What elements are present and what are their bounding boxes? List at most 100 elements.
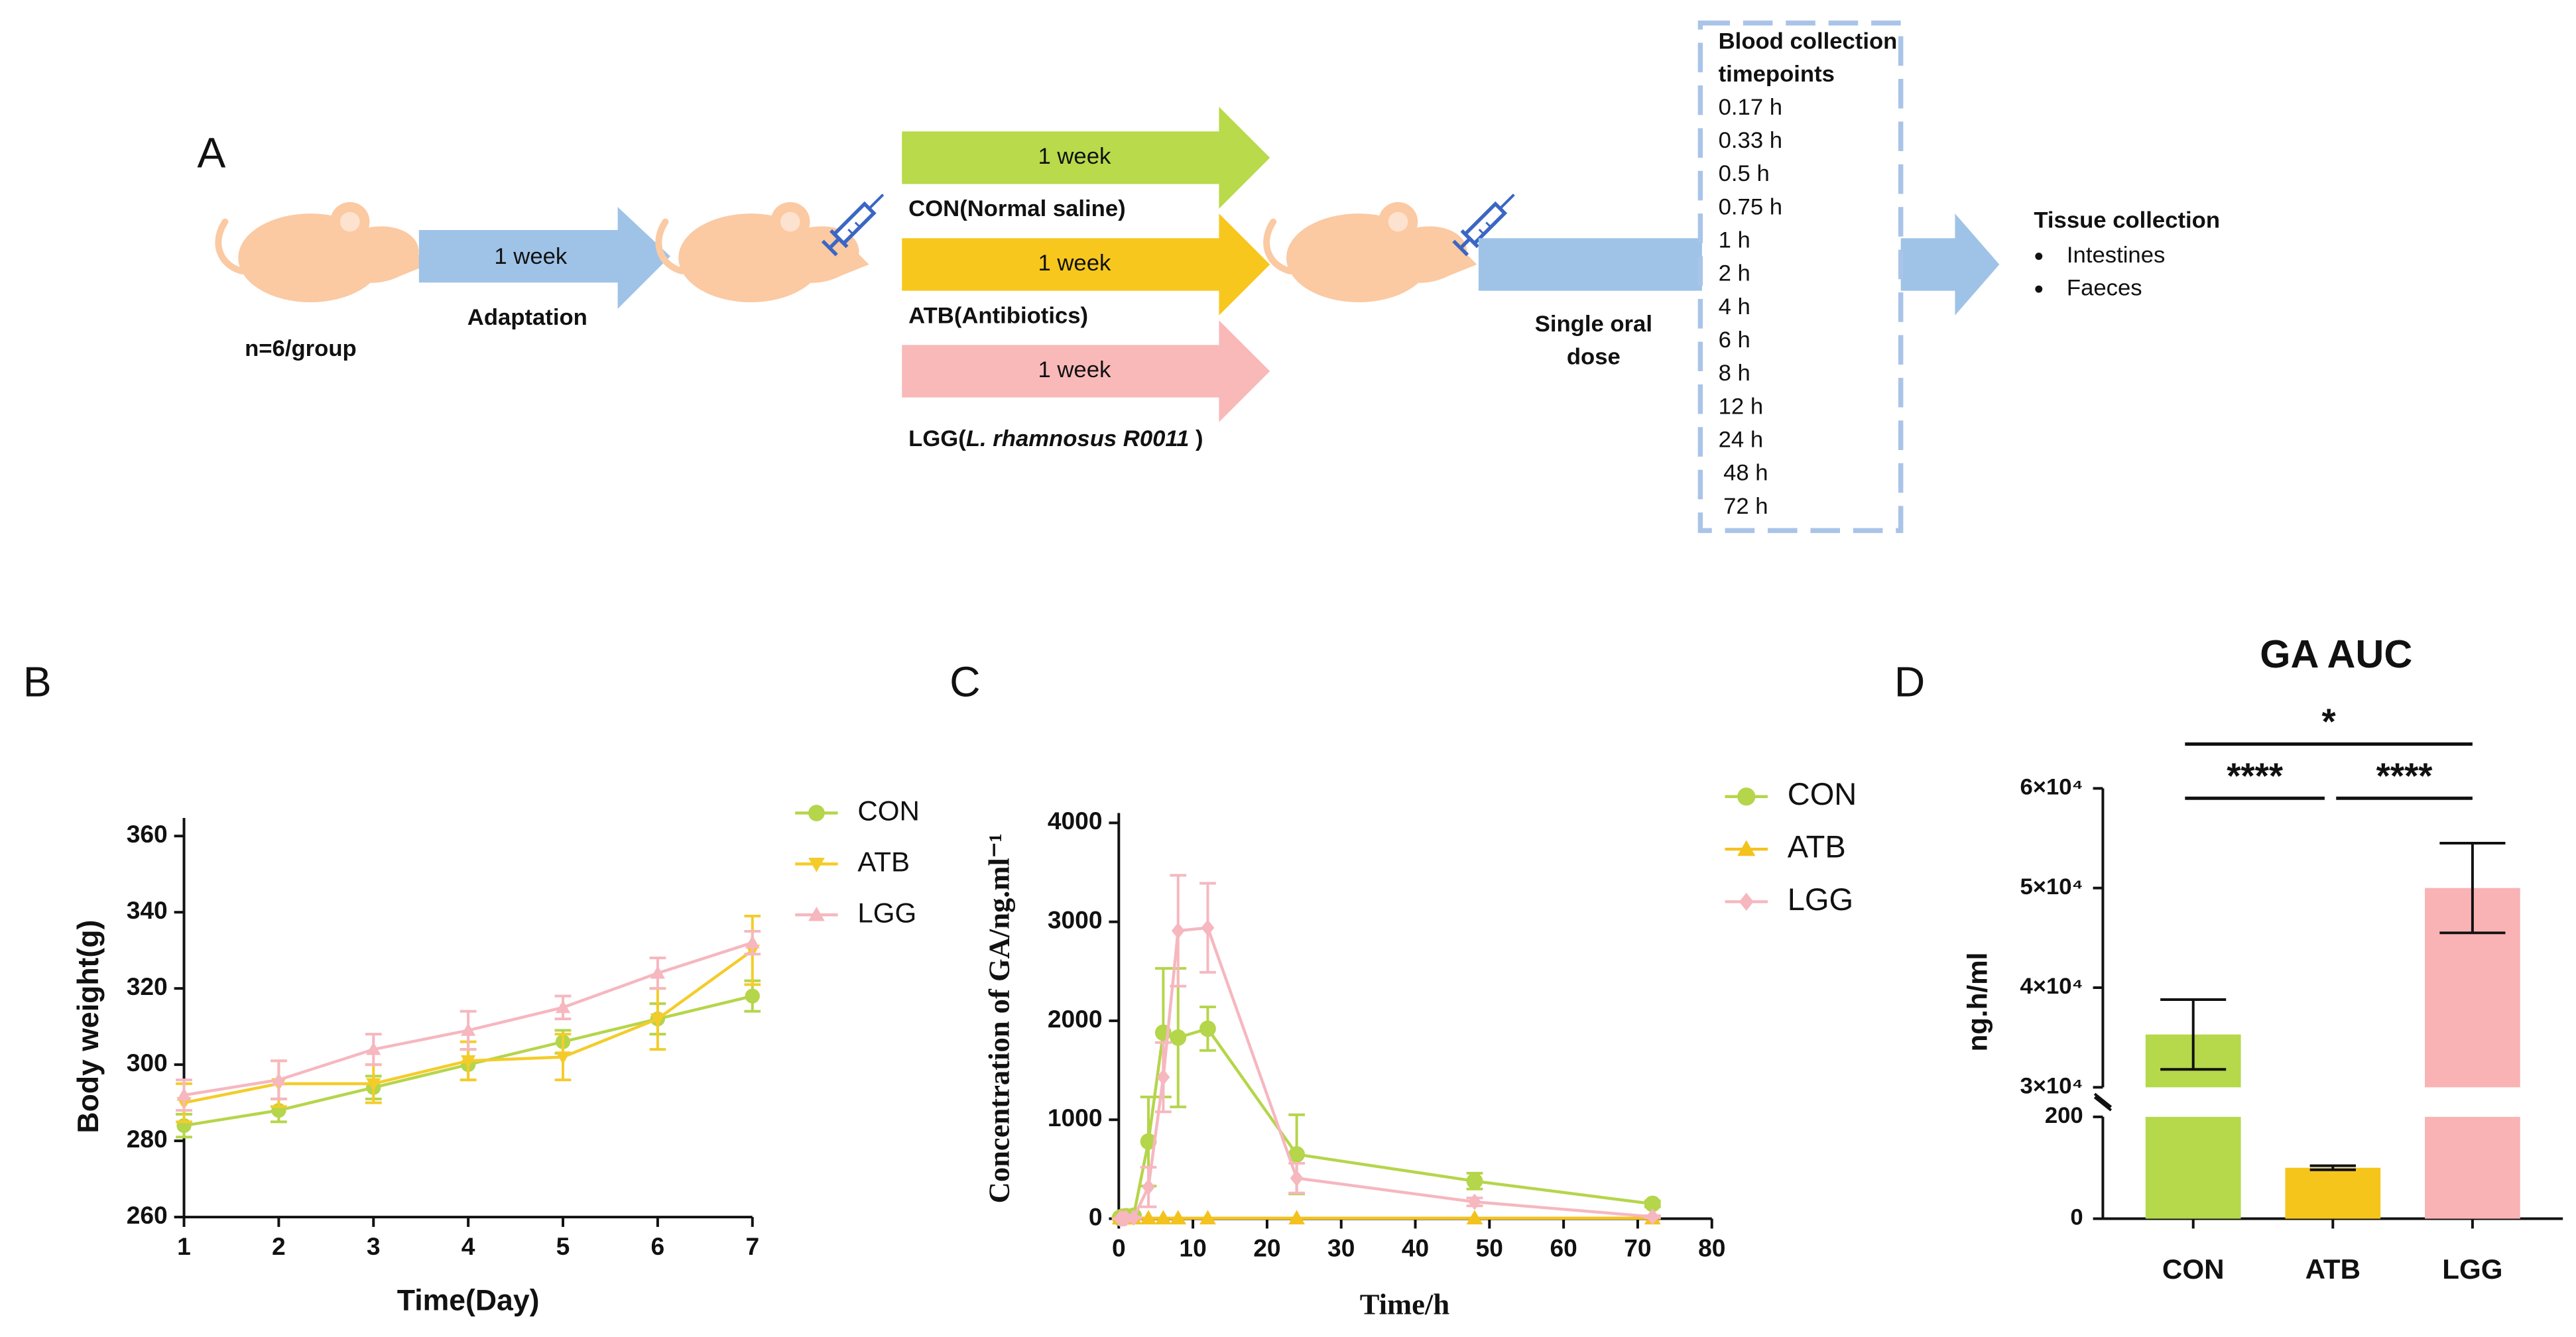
label-part: CON(Normal saline) — [908, 196, 1126, 221]
x-tick-label: 10 — [1179, 1234, 1206, 1261]
data-point — [1170, 1210, 1187, 1225]
y-axis-title: Concentration of GA/ng.ml⁻¹ — [983, 833, 1016, 1203]
arrow — [1900, 213, 2000, 316]
data-point — [1171, 922, 1185, 939]
arrow-label: 1 week — [1038, 251, 1111, 276]
treatment-label: LGG(L. rhamnosus R0011 ) — [908, 426, 1203, 451]
panel-label: C — [950, 658, 981, 705]
label-part: ) — [1189, 426, 1203, 451]
timepoint: 6 h — [1719, 327, 1750, 353]
y-tick-label: 320 — [127, 972, 168, 1000]
y-tick-label: 3000 — [1048, 905, 1103, 933]
timepoint: 24 h — [1719, 427, 1763, 452]
data-point — [366, 1078, 381, 1092]
x-tick-label: 0 — [1112, 1234, 1126, 1261]
data-point — [650, 1013, 666, 1027]
data-point — [1201, 919, 1215, 937]
legend-marker — [1739, 892, 1754, 911]
error-bar — [2439, 842, 2506, 935]
x-tick-label: 2 — [272, 1232, 286, 1260]
x-tick-label: 3 — [367, 1232, 381, 1260]
y-axis-title: Body weight(g) — [72, 920, 105, 1134]
error-bar — [2160, 998, 2227, 1071]
timepoint-title: Blood collection — [1719, 29, 1898, 54]
label-part: LGG( — [908, 426, 966, 451]
data-point — [745, 935, 760, 949]
treatment-label: CON(Normal saline) — [908, 196, 1126, 221]
panel-label: D — [1894, 658, 1926, 705]
y-tick-label: 0 — [1089, 1202, 1103, 1230]
data-point — [176, 1087, 192, 1101]
timepoint: 4 h — [1719, 294, 1750, 320]
tissue-title: Tissue collection — [2034, 208, 2220, 233]
timepoint: 12 h — [1719, 394, 1763, 419]
significance-label: * — [2322, 701, 2337, 742]
mouse-icon — [658, 202, 869, 302]
x-axis-title: Time/h — [1360, 1288, 1450, 1321]
dose-bar — [1478, 238, 1702, 291]
significance-label: **** — [2227, 756, 2284, 796]
label-part: L. rhamnosus R0011 — [966, 426, 1190, 451]
bar — [2285, 1167, 2381, 1219]
data-point — [1142, 1179, 1155, 1196]
data-point — [1199, 1020, 1216, 1037]
data-point — [1288, 1210, 1306, 1225]
legend-label: ATB — [1788, 829, 1846, 864]
legend-label: CON — [857, 795, 920, 827]
mouse-icon — [218, 202, 428, 302]
timepoint: 1 h — [1719, 227, 1750, 253]
arrow-label: 1 week — [1038, 357, 1111, 382]
timepoint: 0.17 h — [1719, 95, 1782, 120]
timepoint: 0.33 h — [1719, 128, 1782, 153]
data-point — [1140, 1210, 1157, 1225]
x-tick-label: 7 — [745, 1232, 759, 1260]
y-tick-label: 200 — [2045, 1103, 2083, 1128]
legend-marker — [808, 858, 825, 872]
timepoint: 48 h — [1723, 461, 1768, 486]
data-point — [650, 966, 666, 979]
y-tick-label: 6×10⁴ — [2020, 775, 2083, 800]
y-tick-label: 5×10⁴ — [2020, 874, 2083, 900]
timepoint: 8 h — [1719, 361, 1750, 386]
panel-label: B — [23, 658, 52, 705]
y-tick-label: 4×10⁴ — [2020, 974, 2083, 999]
tissue-item: Intestines — [2067, 243, 2165, 268]
x-axis-title: Time(Day) — [397, 1285, 540, 1317]
y-tick-label: 2000 — [1048, 1005, 1103, 1033]
x-tick-label: LGG — [2442, 1253, 2502, 1285]
x-tick-label: 80 — [1698, 1234, 1725, 1261]
adaptation-label: Adaptation — [467, 305, 587, 330]
mouse-icon — [1266, 202, 1477, 302]
x-tick-label: 40 — [1402, 1234, 1429, 1261]
y-tick-label: 260 — [127, 1201, 168, 1229]
y-tick-label: 0 — [2070, 1205, 2083, 1230]
legend-label: ATB — [857, 846, 910, 877]
y-tick-label: 3×10⁴ — [2020, 1073, 2083, 1098]
data-point — [1127, 1209, 1140, 1226]
treatment-arrow — [902, 107, 1270, 209]
timepoint-box — [1697, 21, 1904, 534]
data-point — [1466, 1173, 1483, 1190]
data-point — [271, 1072, 286, 1086]
arrow-label: 1 week — [1038, 144, 1111, 169]
bullet — [2035, 285, 2043, 293]
legend-label: CON — [1788, 776, 1857, 811]
y-tick-label: 280 — [127, 1125, 168, 1153]
y-tick-label: 360 — [127, 820, 168, 848]
legend-label: LGG — [1788, 882, 1853, 917]
data-point — [555, 1051, 571, 1065]
treatment-arrow — [902, 213, 1270, 316]
x-tick-label: 6 — [651, 1232, 665, 1260]
error-bar — [2309, 1164, 2356, 1171]
legend-marker — [1737, 787, 1756, 806]
x-tick-label: 20 — [1253, 1234, 1280, 1261]
arrow — [418, 207, 670, 309]
x-tick-label: 50 — [1476, 1234, 1503, 1261]
x-tick-label: 70 — [1624, 1234, 1651, 1261]
y-tick-label: 300 — [127, 1049, 168, 1076]
data-point — [1199, 1210, 1216, 1225]
data-point — [1466, 1210, 1483, 1225]
data-point — [1646, 1208, 1660, 1225]
